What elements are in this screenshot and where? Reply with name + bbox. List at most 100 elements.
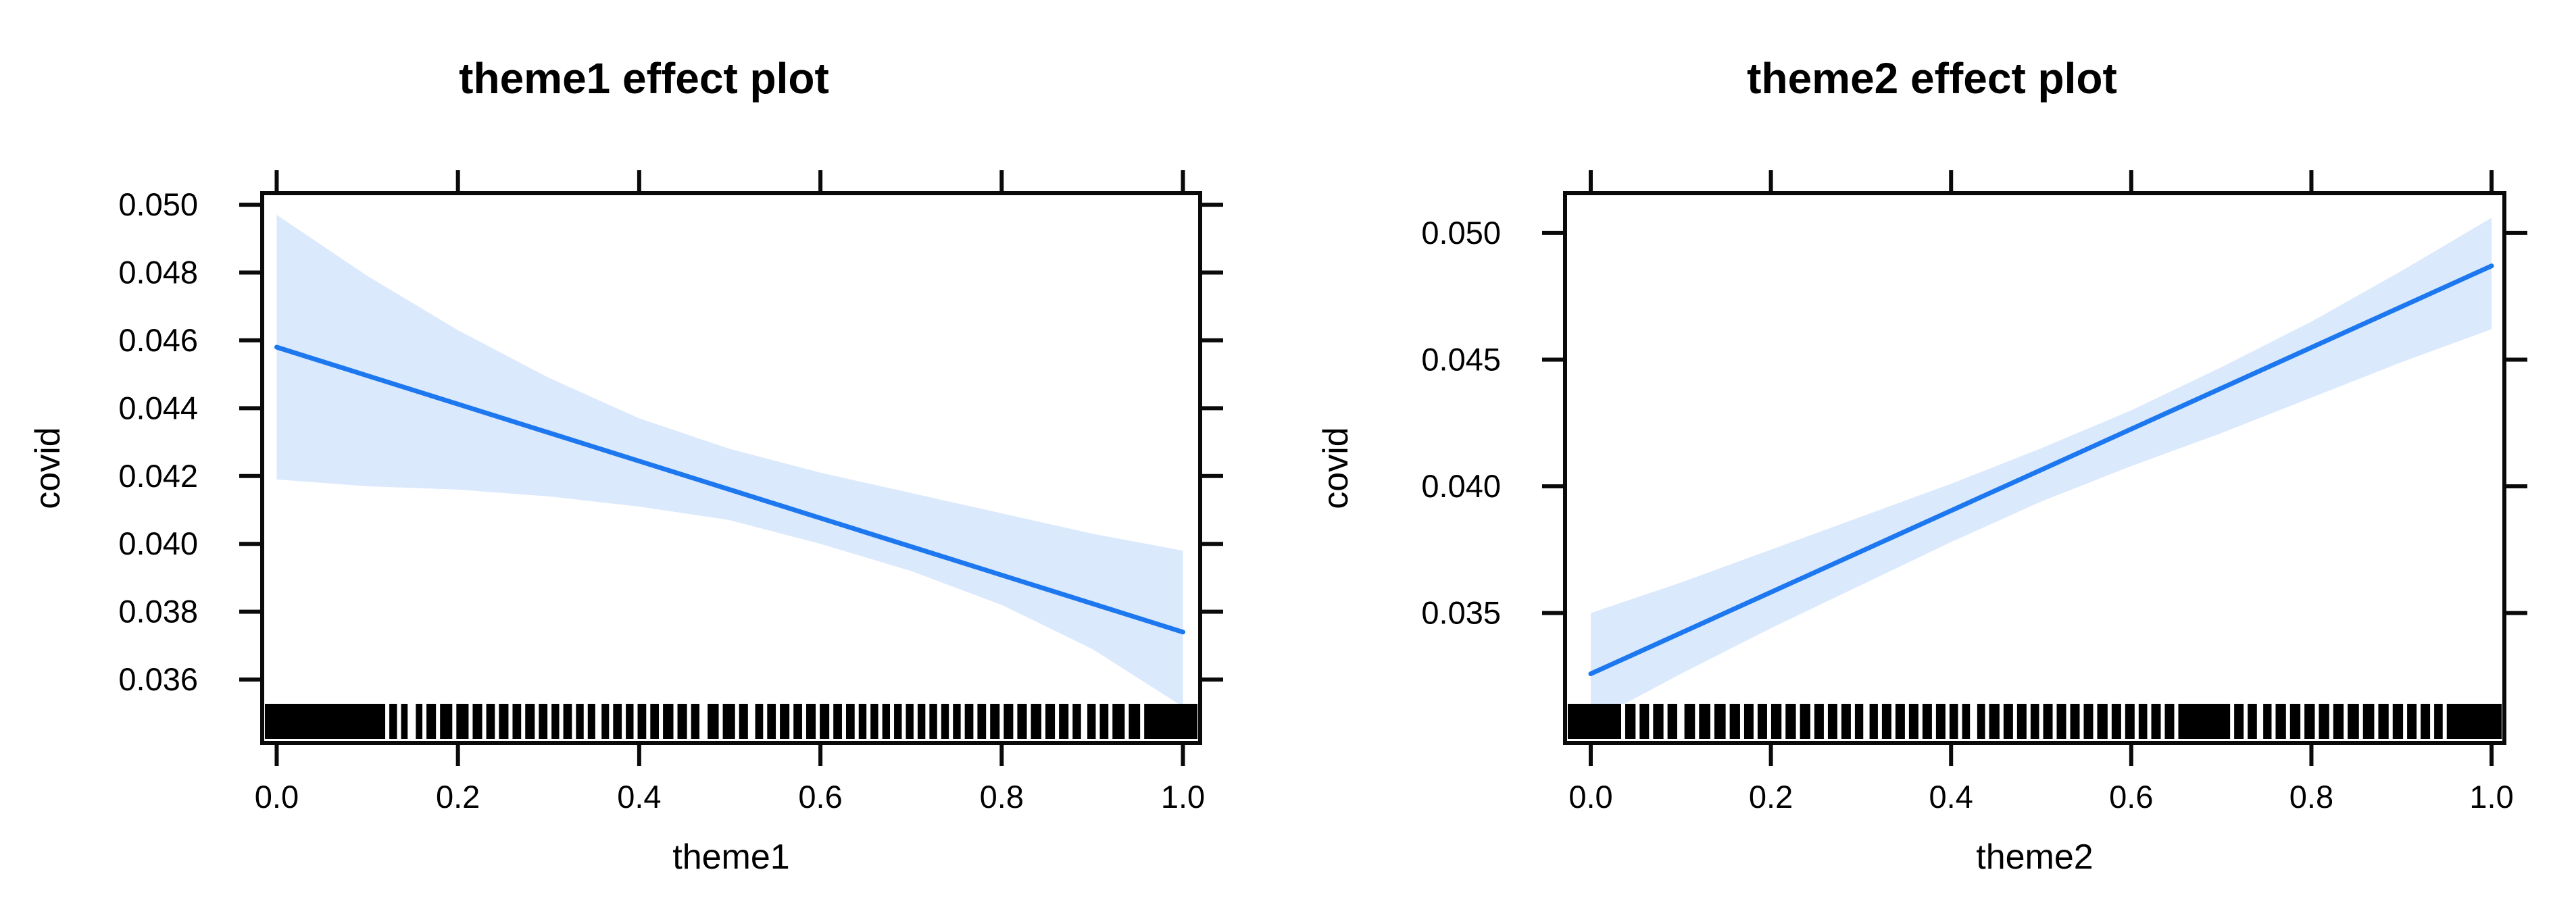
rug-gap [2271, 704, 2276, 739]
y-tick-label: 0.040 [1421, 468, 1501, 504]
y-tick-label: 0.045 [1421, 341, 1501, 377]
rug-gap [1931, 704, 1936, 739]
rug-gap [699, 704, 708, 739]
rug-gap [2147, 704, 2152, 739]
x-axis-label: theme1 [672, 838, 789, 877]
rug-gap [1649, 704, 1654, 739]
rug-gap [422, 704, 427, 739]
rug-gap [559, 704, 564, 739]
rug-gap [385, 704, 390, 739]
rug-gap [2388, 704, 2393, 739]
x-tick-label: 1.0 [1161, 779, 1205, 815]
rug-gap [1620, 704, 1625, 739]
rug-gap [2039, 704, 2044, 739]
rug-gap [633, 704, 638, 739]
rug-gap [508, 704, 513, 739]
rug-gap [866, 704, 871, 739]
rug-gap [1823, 704, 1828, 739]
rug-gap [2344, 704, 2348, 739]
rug-gap [841, 704, 846, 739]
rug-gap [2244, 704, 2248, 739]
rug-gap [2230, 704, 2235, 739]
rug-gap [1877, 704, 1882, 739]
plot-box [260, 191, 1202, 745]
rug-gap [2066, 704, 2071, 739]
rug-gap [1710, 704, 1714, 739]
x-tick-label: 0.2 [1749, 779, 1793, 815]
rug-gap [776, 704, 781, 739]
rug-gap [1026, 704, 1031, 739]
effect-line [274, 344, 1186, 635]
rug-gap [1904, 704, 1909, 739]
rug-gap [1095, 704, 1100, 739]
rug-gap [789, 704, 794, 739]
rug-gap [816, 704, 820, 739]
rug-gap [960, 704, 965, 739]
rug-gap [890, 704, 895, 739]
effect-plot-panel-theme2: 0.0 0.2 0.4 0.6 0.8 1.0 0.035 0.040 0.045 0.050 th… [1316, 54, 2527, 877]
rug-gap [763, 704, 768, 739]
y-tick-label: 0.048 [118, 255, 198, 290]
rug-gap [1081, 704, 1088, 739]
rug-gap [878, 704, 883, 739]
rug-gap [673, 704, 678, 739]
rug-gap [801, 704, 806, 739]
rug-gap [1850, 704, 1855, 739]
rug-gap [436, 704, 441, 739]
x-tick-label: 1.0 [2469, 779, 2513, 815]
rug-gap [2358, 704, 2363, 739]
rug-gap [2374, 704, 2379, 739]
y-tick-label: 0.046 [118, 322, 198, 358]
x-tick-label: 0.2 [436, 779, 480, 815]
y-tick-label: 0.038 [118, 594, 198, 630]
rug-gap [2329, 704, 2333, 739]
y-tick-label: 0.044 [118, 390, 198, 426]
rug-gap [735, 704, 739, 739]
rug-gap [1958, 704, 1962, 739]
rug-gap [718, 704, 723, 739]
y-tick-label: 0.040 [118, 525, 198, 561]
rug-gap [1739, 704, 1744, 739]
x-tick-label: 0.6 [2109, 779, 2153, 815]
rug-gap [1945, 704, 1950, 739]
rug-gap [1863, 704, 1870, 739]
rug-gap [1013, 704, 1018, 739]
rug-gap [2134, 704, 2139, 739]
x-tick-label: 0.8 [980, 779, 1024, 815]
rug-gap [2121, 704, 2125, 739]
y-axis-label: covid [28, 427, 68, 509]
rug-gap [1918, 704, 1923, 739]
rug-gap [2012, 704, 2017, 739]
rug-gap [622, 704, 626, 739]
rug-gap [1999, 704, 2004, 739]
rug-gap [1140, 704, 1145, 739]
plot-region [265, 215, 1197, 739]
rug-gap [1985, 704, 1989, 739]
y-tick-label: 0.042 [118, 458, 198, 494]
rug-gap [2093, 704, 2098, 739]
plot-title: theme1 effect plot [459, 54, 829, 103]
rug-gap [595, 704, 602, 739]
rug-gap [687, 704, 691, 739]
rug-gap [1753, 704, 1758, 739]
rug-gap [999, 704, 1004, 739]
rug-gap [1663, 704, 1668, 739]
rug-gap [829, 704, 834, 739]
rug-gap [1781, 704, 1786, 739]
y-tick-label: 0.050 [1421, 215, 1501, 251]
x-tick-label: 0.0 [255, 779, 299, 815]
rug-gap [1970, 704, 1977, 739]
x-axis-label: theme2 [1976, 838, 2093, 877]
plot-title: theme2 effect plot [1747, 54, 2117, 103]
rug-gap [407, 704, 416, 739]
rug-gap [2079, 704, 2084, 739]
y-tick-label: 0.035 [1421, 595, 1501, 631]
rug-gap [521, 704, 526, 739]
y-tick-label: 0.050 [118, 186, 198, 222]
rug-gap [1068, 704, 1073, 739]
rug-gap [901, 704, 906, 739]
rug-gap [2314, 704, 2319, 739]
rug-gap [2403, 704, 2408, 739]
x-tick-label: 0.6 [798, 779, 842, 815]
